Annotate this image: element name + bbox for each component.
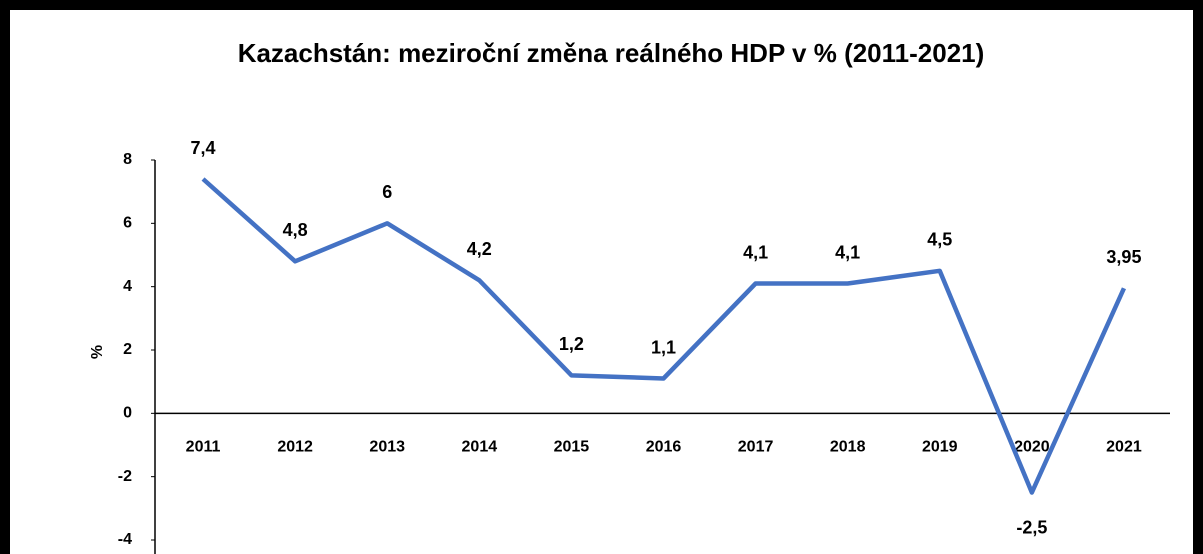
x-tick-label: 2011 <box>186 439 221 456</box>
data-label: 4,1 <box>835 242 860 262</box>
data-label: 7,4 <box>191 138 216 158</box>
x-tick-label: 2018 <box>830 439 866 456</box>
data-label: 4,1 <box>743 242 768 262</box>
y-tick-label: 4 <box>123 278 132 295</box>
y-tick-label: 0 <box>123 405 132 422</box>
x-tick-label: 2016 <box>646 439 682 456</box>
y-tick-label: 2 <box>123 341 132 358</box>
x-tick-label: 2019 <box>922 439 958 456</box>
y-axis-label: % <box>89 345 106 359</box>
data-label: 1,1 <box>651 337 676 357</box>
x-tick-label: 2017 <box>738 439 774 456</box>
data-label: 1,2 <box>559 334 584 354</box>
y-tick-label: 8 <box>123 151 132 168</box>
x-tick-label: 2020 <box>1014 439 1050 456</box>
data-label: 3,95 <box>1106 247 1141 267</box>
data-label: 4,2 <box>467 239 492 259</box>
x-tick-label: 2012 <box>277 439 313 456</box>
x-tick-label: 2021 <box>1106 439 1142 456</box>
chart-title: Kazachstán: meziroční změna reálného HDP… <box>238 38 985 68</box>
y-tick-label: 6 <box>123 215 132 232</box>
x-tick-label: 2013 <box>369 439 405 456</box>
y-tick-label: -4 <box>118 531 132 548</box>
data-label: -2,5 <box>1016 517 1047 537</box>
data-label: 4,8 <box>283 220 308 240</box>
data-label: 6 <box>382 182 392 202</box>
data-line <box>201 177 1127 495</box>
x-tick-label: 2014 <box>462 439 498 456</box>
data-label: 4,5 <box>927 230 952 250</box>
x-tick-label: 2015 <box>554 439 590 456</box>
y-tick-label: -2 <box>118 468 132 485</box>
